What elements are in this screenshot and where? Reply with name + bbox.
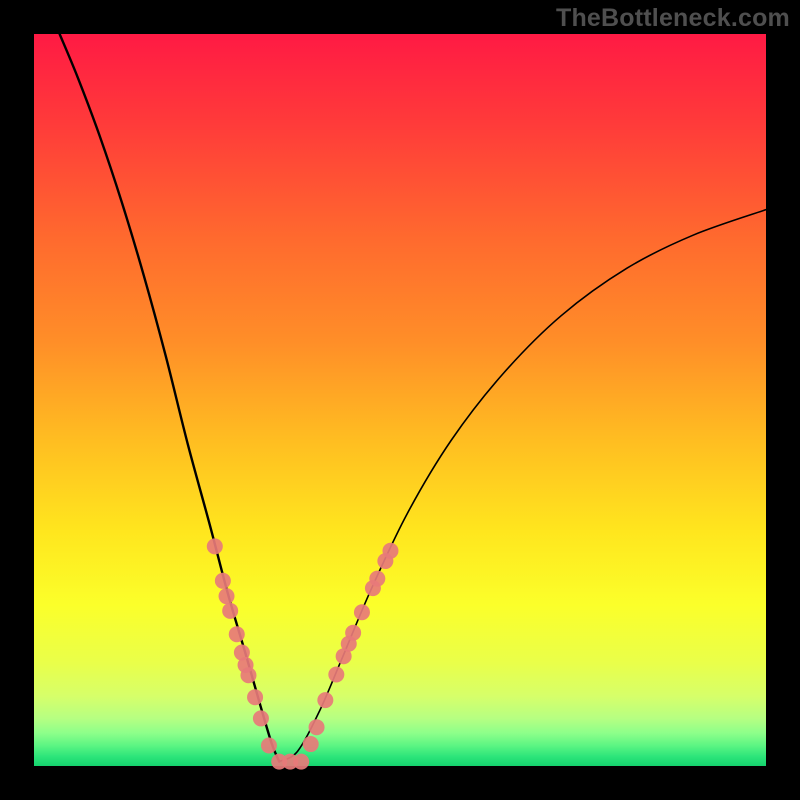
watermark-text: TheBottleneck.com (556, 4, 790, 33)
data-marker (247, 689, 263, 705)
data-marker (261, 738, 277, 754)
data-marker (253, 710, 269, 726)
data-marker (354, 604, 370, 620)
data-marker (240, 667, 256, 683)
data-marker (229, 626, 245, 642)
data-marker (303, 736, 319, 752)
data-marker (382, 543, 398, 559)
data-marker (369, 571, 385, 587)
plot-background (34, 34, 766, 766)
chart-stage: TheBottleneck.com (0, 0, 800, 800)
data-marker (328, 667, 344, 683)
data-marker (293, 754, 309, 770)
data-marker (317, 692, 333, 708)
data-marker (222, 603, 238, 619)
data-marker (215, 573, 231, 589)
data-marker (309, 719, 325, 735)
data-marker (207, 538, 223, 554)
bottleneck-curve-chart (0, 0, 800, 800)
data-marker (219, 588, 235, 604)
data-marker (345, 625, 361, 641)
